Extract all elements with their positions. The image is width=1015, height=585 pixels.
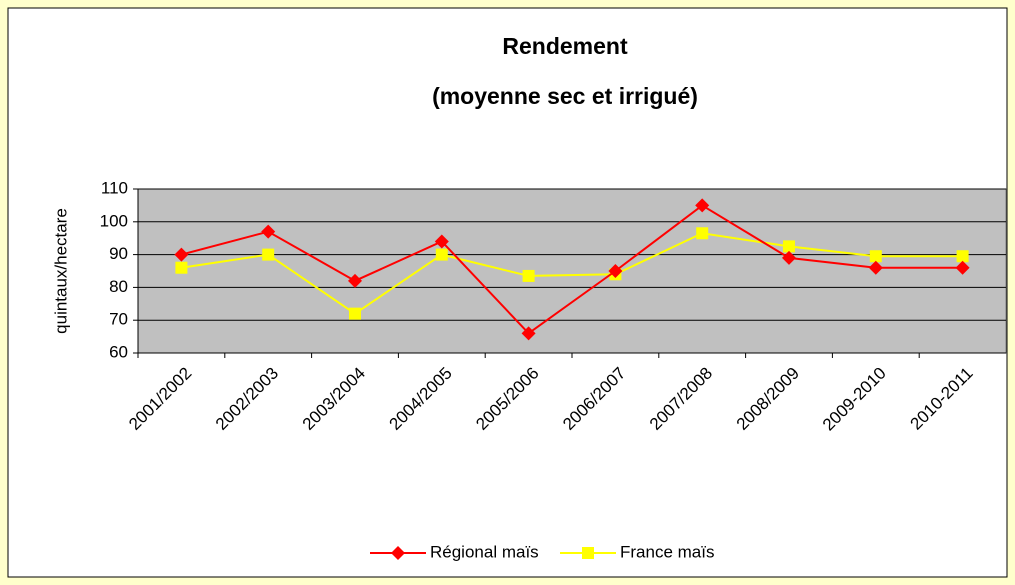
- data-point: [261, 224, 276, 239]
- data-point: [608, 264, 623, 278]
- data-point: [175, 261, 188, 274]
- legend-label: Régional maïs: [430, 542, 539, 561]
- data-point: [782, 250, 796, 265]
- legend-marker: [582, 547, 594, 559]
- data-point: [174, 247, 189, 262]
- data-point: [869, 250, 882, 263]
- series-line: [181, 232, 963, 315]
- y-tick-label: 60: [109, 342, 128, 361]
- data-point: [435, 248, 448, 261]
- data-point: [783, 240, 795, 253]
- y-axis-label: quintaux/hectare: [51, 208, 70, 334]
- data-point: [262, 248, 275, 261]
- chart-title: Rendement: [502, 33, 628, 59]
- legend-marker: [391, 546, 405, 560]
- data-point: [521, 326, 536, 341]
- data-point: [696, 227, 709, 240]
- data-point: [434, 234, 449, 249]
- data-point: [522, 269, 535, 282]
- series-line: [181, 204, 963, 335]
- y-tick-label: 90: [109, 244, 128, 263]
- data-point: [955, 260, 970, 275]
- plot-area: [137, 188, 1007, 354]
- chart-subtitle: (moyenne sec et irrigué): [432, 83, 698, 109]
- data-point: [349, 307, 361, 320]
- y-tick-label: 110: [101, 178, 128, 197]
- y-tick-label: 100: [100, 211, 128, 230]
- legend-label: France maïs: [620, 542, 714, 561]
- data-point: [868, 260, 883, 275]
- data-point: [348, 273, 362, 288]
- data-point: [956, 250, 969, 263]
- y-tick-label: 80: [109, 277, 128, 296]
- data-point: [695, 198, 710, 213]
- y-tick-label: 70: [109, 310, 128, 329]
